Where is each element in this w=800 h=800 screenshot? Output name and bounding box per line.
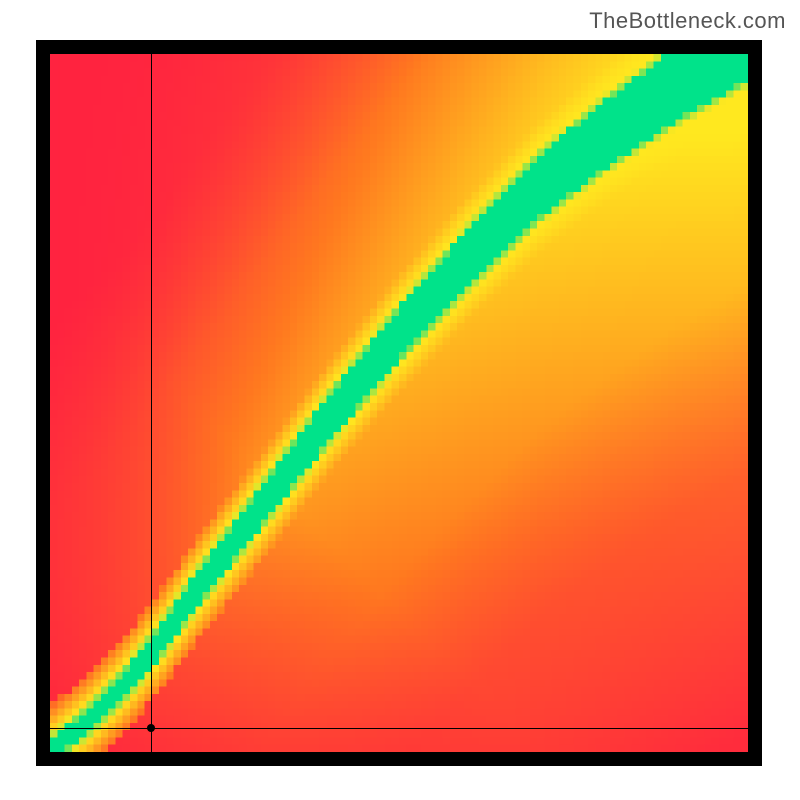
heatmap-canvas — [50, 54, 748, 752]
watermark-text: TheBottleneck.com — [589, 8, 786, 34]
chart-container: TheBottleneck.com — [0, 0, 800, 800]
crosshair-vertical — [151, 54, 152, 752]
plot-area — [50, 54, 748, 752]
crosshair-marker — [147, 724, 155, 732]
